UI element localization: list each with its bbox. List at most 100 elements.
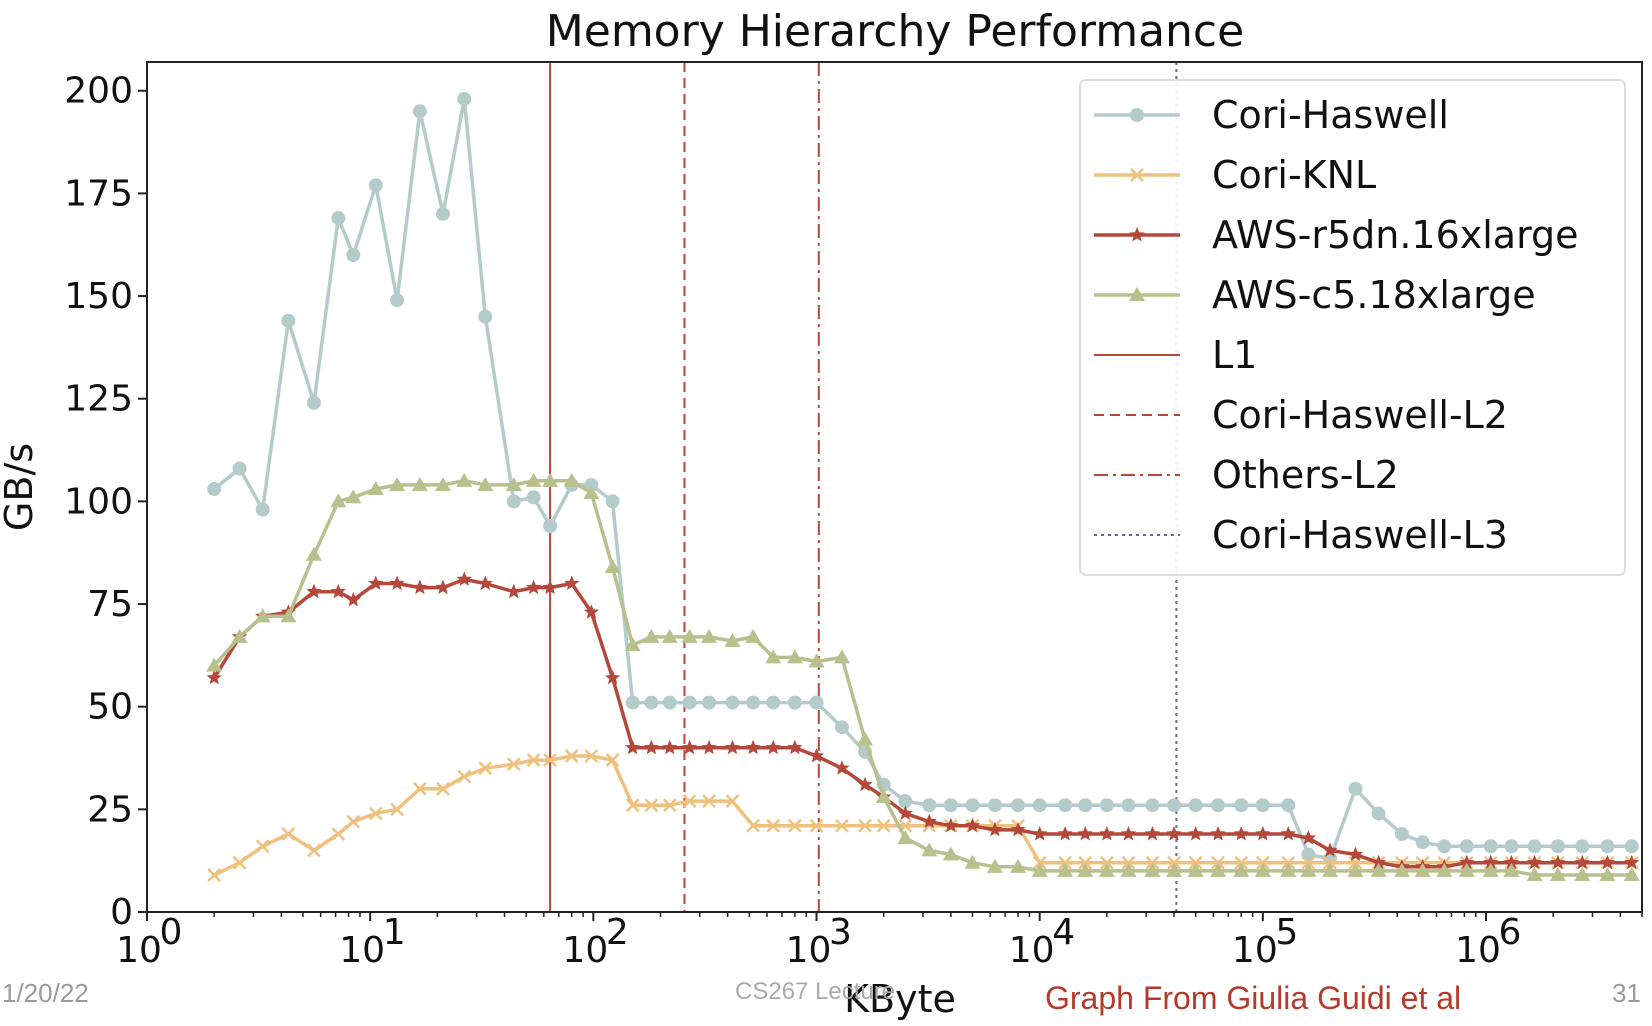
series-point-1: [1099, 855, 1114, 870]
series-point-2: [1599, 854, 1615, 870]
series-point-1: [858, 818, 872, 833]
series-line-1: [213, 754, 1632, 877]
chart-title: Memory Hierarchy Performance: [546, 6, 1244, 57]
series-point-3: [411, 476, 428, 491]
series-point-2: [1574, 854, 1590, 870]
x-axis-label: KByte: [844, 977, 956, 1021]
series-point-3: [833, 649, 850, 664]
series-point-1: [331, 827, 346, 841]
footer-credit: Graph From Giulia Guidi et al: [1045, 980, 1462, 1016]
series-point-2: [1322, 842, 1338, 857]
series-point-3: [724, 632, 741, 647]
series-point-2: [808, 748, 825, 763]
series-point-3: [389, 476, 406, 491]
series-point-0: [506, 494, 521, 509]
series-point-1: [564, 749, 579, 763]
series-point-0: [898, 794, 913, 809]
series-point-3: [1120, 862, 1137, 877]
series-point-1: [232, 855, 247, 870]
series-point-1: [1323, 855, 1337, 870]
series-point-1: [1058, 855, 1072, 870]
series-point-2: [1255, 826, 1271, 841]
legend-item: AWS-c5.18xlarge: [1094, 273, 1536, 317]
series-point-0: [412, 104, 427, 119]
series-point-0: [682, 695, 697, 710]
x-tick-exponent: 5: [1275, 912, 1298, 953]
series-point-2: [564, 575, 580, 590]
series-point-0: [1011, 798, 1026, 813]
y-axis-label: GB/s: [0, 443, 41, 531]
series-point-2: [1166, 826, 1182, 841]
series-point-0: [457, 91, 472, 106]
series-point-2: [921, 813, 937, 829]
legend-label: Cori-Haswell: [1212, 93, 1449, 137]
series-point-1: [506, 757, 521, 772]
series-point-3: [661, 628, 678, 643]
series-point-3: [624, 637, 641, 652]
series-point-1: [457, 769, 472, 784]
x-tick-exponent: 0: [160, 912, 183, 953]
series-point-0: [1415, 835, 1430, 850]
series-point-2: [456, 571, 472, 586]
y-tick-label: 50: [87, 687, 133, 728]
series-point-0: [1575, 839, 1590, 854]
series-point-1: [1167, 855, 1181, 870]
series-point-1: [307, 843, 321, 858]
series-point-3: [1599, 867, 1616, 882]
series-point-0: [478, 309, 493, 324]
series-point-2: [1210, 826, 1226, 841]
series-point-0: [1121, 798, 1136, 813]
series-point-0: [965, 798, 980, 813]
series-point-0: [331, 211, 346, 226]
series-point-2: [1057, 826, 1073, 841]
series-point-3: [701, 628, 718, 643]
series-point-3: [525, 472, 542, 487]
series-point-3: [1031, 862, 1048, 877]
series-point-3: [330, 493, 347, 508]
legend-label: Others-L2: [1212, 453, 1399, 497]
series-point-0: [809, 695, 824, 710]
series-point-0: [625, 695, 640, 710]
series-point-2: [1300, 830, 1316, 845]
series-point-3: [1098, 862, 1115, 877]
series-point-3: [1482, 862, 1499, 877]
series-point-0: [390, 293, 405, 308]
series-point-3: [1210, 862, 1227, 877]
series-point-2: [682, 739, 698, 755]
series-point-3: [745, 628, 762, 643]
series-point-1: [1255, 855, 1270, 870]
series-point-3: [1233, 862, 1250, 877]
series-point-0: [1437, 839, 1452, 854]
footer-date: 1/20/22: [2, 978, 89, 1008]
series-point-3: [921, 842, 938, 857]
series-point-3: [367, 481, 384, 496]
series-point-3: [1574, 867, 1591, 882]
series-point-1: [682, 794, 697, 809]
legend-box: [1079, 79, 1626, 576]
series-point-3: [1436, 862, 1453, 877]
series-point-0: [1188, 798, 1203, 813]
legend-marker: [1130, 108, 1144, 122]
series-point-0: [1527, 839, 1542, 854]
series-point-1: [725, 794, 740, 809]
x-tick-exponent: 3: [829, 912, 852, 953]
series-point-1: [584, 749, 599, 763]
series-point-2: [987, 821, 1003, 837]
series-point-3: [1010, 858, 1027, 873]
legend-marker: [1130, 168, 1144, 182]
series-point-1: [478, 761, 493, 776]
series-point-3: [1414, 862, 1431, 877]
series-point-0: [1255, 798, 1270, 813]
series-point-1: [662, 798, 677, 813]
series-point-2: [605, 669, 621, 685]
x-tick-label: 10: [1455, 930, 1501, 971]
series-point-1: [1211, 855, 1225, 870]
series-point-3: [897, 830, 914, 845]
y-tick-label: 175: [64, 173, 133, 214]
series-point-3: [305, 546, 322, 561]
series-point-2: [745, 739, 761, 755]
series-point-3: [808, 653, 825, 668]
series-point-2: [1459, 854, 1475, 870]
series-point-0: [1281, 798, 1296, 813]
series-point-1: [1188, 855, 1203, 870]
